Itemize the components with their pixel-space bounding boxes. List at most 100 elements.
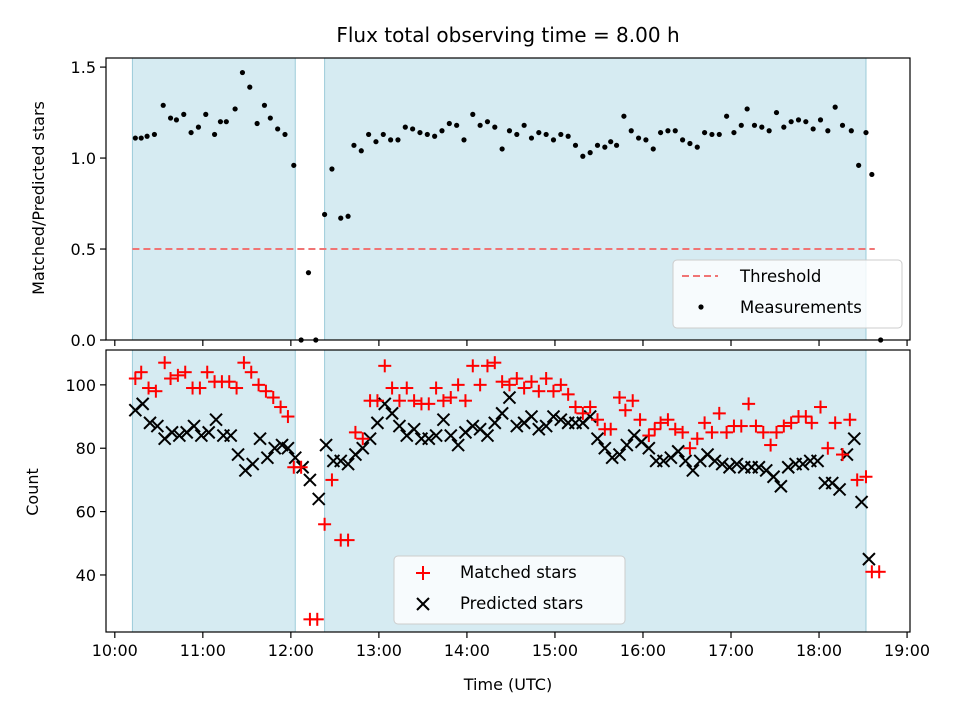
measurement-point — [521, 122, 527, 128]
count-legend: Matched stars Predicted stars — [393, 555, 626, 625]
measurement-point — [643, 137, 649, 143]
matched-star-marker — [466, 359, 480, 373]
predicted-star-marker — [796, 457, 810, 471]
matched-star-marker — [444, 391, 458, 405]
measurement-point — [232, 106, 238, 112]
predicted-star-marker — [862, 552, 876, 566]
predicted-star-marker — [385, 406, 399, 421]
predicted-star-marker — [231, 447, 245, 462]
matched-star-marker — [814, 400, 828, 414]
matched-star-marker — [274, 400, 288, 414]
matched-star-marker — [836, 448, 850, 462]
measurement-point — [506, 128, 513, 134]
matched-stars-points — [128, 356, 886, 626]
matched-star-marker — [392, 394, 406, 408]
ratio-x-ticks — [114, 340, 908, 346]
predicted-star-marker — [766, 470, 781, 484]
matched-star-marker — [784, 416, 798, 430]
matched-star-marker — [385, 381, 399, 395]
legend-predicted-swatch — [416, 597, 430, 611]
matched-star-marker — [769, 425, 783, 439]
matched-star-marker — [171, 368, 185, 382]
matched-star-marker — [178, 365, 192, 379]
measurement-point — [694, 144, 700, 150]
predicted-star-marker — [708, 454, 722, 468]
predicted-star-marker — [209, 413, 223, 427]
matched-star-marker — [128, 372, 142, 386]
matched-star-marker — [698, 416, 712, 430]
predicted-star-marker — [363, 432, 377, 446]
predicted-star-marker — [143, 416, 157, 430]
measurement-point — [223, 119, 229, 125]
measurement-point — [247, 84, 253, 90]
x-tick-label: 14:00 — [444, 641, 490, 660]
matched-star-marker — [843, 413, 857, 427]
predicted-star-marker — [620, 438, 634, 452]
predicted-star-marker — [832, 482, 847, 497]
matched-star-marker — [546, 384, 560, 398]
measurement-point — [132, 135, 138, 141]
measurement-point — [275, 126, 281, 132]
measurement-point — [144, 133, 150, 139]
y-tick-label: 80 — [76, 439, 96, 458]
matched-star-marker — [259, 384, 273, 398]
observing-window — [131, 57, 296, 341]
predicted-star-marker — [187, 419, 201, 433]
matched-star-marker — [237, 356, 251, 370]
measurement-point — [536, 129, 542, 136]
matched-star-marker — [683, 441, 697, 455]
measurement-point — [358, 148, 364, 154]
measurement-point — [650, 146, 656, 152]
matched-star-marker — [510, 372, 524, 386]
measurement-point — [366, 131, 372, 138]
matched-star-marker — [318, 517, 332, 531]
measurement-point — [687, 140, 693, 147]
matched-star-marker — [495, 375, 509, 389]
measurement-point — [345, 213, 351, 219]
predicted-star-marker — [730, 457, 744, 471]
matched-star-marker — [193, 381, 207, 395]
predicted-star-marker — [246, 457, 260, 471]
measurement-point — [701, 129, 708, 136]
predicted-star-marker — [715, 457, 729, 471]
predicted-star-marker — [165, 425, 179, 440]
matched-star-marker — [654, 416, 668, 430]
measurement-point — [657, 129, 664, 136]
measurement-point — [514, 131, 520, 138]
measurement-point — [499, 146, 505, 152]
measurement-point — [329, 166, 335, 172]
matched-star-marker — [561, 387, 575, 401]
measurement-point — [477, 122, 483, 128]
measurement-point — [395, 137, 401, 143]
matched-star-marker — [488, 356, 502, 370]
y-tick-label: 0.0 — [71, 331, 96, 350]
legend-predicted-label: Predicted stars — [460, 594, 583, 613]
matched-star-marker — [590, 413, 604, 427]
measurement-point — [766, 128, 772, 134]
measurement-point — [731, 129, 737, 136]
matched-star-marker — [764, 438, 778, 452]
measurement-point — [203, 111, 209, 117]
matched-star-marker — [429, 381, 443, 395]
predicted-star-marker — [392, 419, 407, 433]
measurement-point — [470, 111, 476, 117]
predicted-star-marker — [260, 451, 275, 465]
predicted-star-marker — [436, 413, 451, 427]
measurement-point — [373, 139, 379, 145]
matched-star-marker — [872, 565, 886, 579]
ratio-y-ticks: 0.0 0.5 1.0 1.5 — [71, 58, 106, 350]
measurement-point — [621, 113, 627, 119]
measurement-point — [424, 131, 430, 138]
x-tick-label: 13:00 — [356, 641, 402, 660]
matched-star-marker — [756, 425, 770, 439]
predicted-star-marker — [502, 390, 517, 405]
predicted-star-marker — [466, 419, 480, 433]
x-axis-label: Time (UTC) — [463, 675, 552, 694]
measurement-point — [195, 124, 202, 130]
measurement-point — [635, 135, 642, 141]
matched-star-marker — [230, 381, 244, 395]
matched-star-marker — [473, 378, 487, 392]
predicted-star-marker — [288, 451, 302, 465]
matched-star-marker — [325, 473, 339, 487]
measurement-point — [338, 215, 344, 221]
